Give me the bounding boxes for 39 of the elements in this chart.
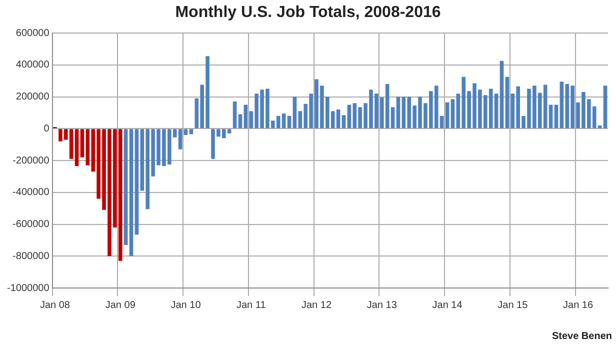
- y-tick-label: 400000: [16, 60, 50, 71]
- bar: [450, 99, 455, 128]
- x-tick-label: Jan 11: [236, 300, 266, 311]
- bar: [232, 102, 237, 128]
- bar: [390, 107, 395, 128]
- bar: [129, 129, 134, 256]
- bar: [554, 104, 558, 128]
- y-tick-label: -200000: [12, 155, 50, 166]
- chart-title: Monthly U.S. Job Totals, 2008-2016: [174, 4, 442, 22]
- x-tick-label: Jan 12: [301, 300, 332, 311]
- x-tick-label: Jan 15: [498, 300, 528, 311]
- bar: [287, 116, 292, 128]
- bar: [396, 96, 400, 128]
- y-tick-label: 200000: [16, 92, 50, 102]
- y-tick-label: -800000: [12, 250, 50, 262]
- bar: [80, 129, 84, 158]
- y-tick-label: 600000: [16, 28, 50, 39]
- bar: [342, 115, 346, 128]
- bar: [134, 129, 139, 235]
- x-tick-label: Jan 09: [105, 300, 136, 311]
- x-tick-label: Jan 14: [432, 300, 463, 311]
- x-tick-label: Jan 10: [170, 300, 202, 311]
- bar: [74, 129, 79, 166]
- x-tick-label: Jan 08: [40, 300, 70, 311]
- bar: [603, 86, 608, 128]
- bar: [292, 96, 297, 128]
- bar: [184, 129, 188, 135]
- bar: [189, 129, 194, 134]
- y-tick-label: -1000000: [6, 282, 50, 294]
- y-tick-label: -600000: [12, 219, 50, 230]
- text: Steve Benen: [552, 331, 612, 342]
- x-tick-label: Jan 16: [563, 300, 594, 311]
- y-tick-label: -400000: [12, 187, 50, 198]
- bar: [124, 129, 128, 245]
- bar: [445, 102, 450, 128]
- x-tick-label: Jan 13: [366, 300, 398, 311]
- bar: [238, 114, 242, 128]
- y-tick-label: 0: [44, 123, 50, 134]
- bar: [500, 60, 504, 128]
